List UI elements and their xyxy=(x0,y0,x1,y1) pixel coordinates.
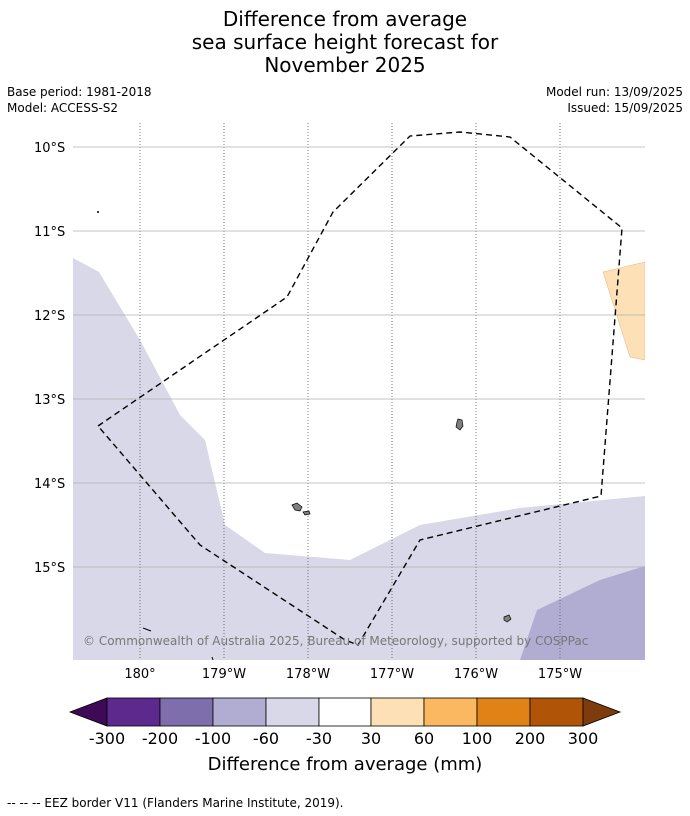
anomaly-region-light-orange xyxy=(602,261,645,361)
island-futuna xyxy=(291,502,303,512)
island-alofi xyxy=(302,510,311,516)
colorbar-bin-200-300 xyxy=(529,697,584,727)
lat-label-14s: 14°S xyxy=(34,477,65,492)
chart-title: Difference from average sea surface heig… xyxy=(0,8,690,77)
colorbar-extend-high xyxy=(582,697,622,727)
islet-south xyxy=(211,656,214,660)
map-copyright: © Commonwealth of Australia 2025, Bureau… xyxy=(83,634,588,648)
island-southwest xyxy=(142,627,152,632)
base-period: Base period: 1981-2018 xyxy=(7,85,152,99)
colorbar-bin-100-60 xyxy=(212,697,267,727)
longitude-gridlines xyxy=(139,123,561,660)
map-figure: © Commonwealth of Australia 2025, Bureau… xyxy=(34,123,645,775)
cb-tick-m200: -200 xyxy=(142,729,178,748)
lat-label-10s: 10°S xyxy=(34,141,65,156)
cb-tick-m30: -30 xyxy=(306,729,332,748)
lat-label-13s: 13°S xyxy=(34,393,65,408)
model-name: Model: ACCESS-S2 xyxy=(7,101,119,115)
lon-label-180: 180° xyxy=(124,667,155,682)
cb-tick-100: 100 xyxy=(462,729,493,748)
lon-label-176w: 176°W xyxy=(454,667,498,682)
lon-label-175w: 175°W xyxy=(538,667,582,682)
lat-label-15s: 15°S xyxy=(34,561,65,576)
colorbar-title: Difference from average (mm) xyxy=(208,754,483,775)
colorbar-extend-low xyxy=(68,697,108,727)
colorbar-bin-200-100 xyxy=(159,697,214,727)
cb-tick-60: 60 xyxy=(414,729,434,748)
meta-left: Base period: 1981-2018 Model: ACCESS-S2 xyxy=(7,84,152,116)
meta-right: Model run: 13/09/2025 Issued: 15/09/2025 xyxy=(546,84,683,116)
colorbar xyxy=(68,697,622,727)
anomaly-region-light-purple xyxy=(73,258,645,660)
cb-tick-m300: -300 xyxy=(89,729,125,748)
latitude-labels: 10°S 11°S 12°S 13°S 14°S 15°S xyxy=(34,141,65,576)
colorbar-bin-60-30 xyxy=(265,697,320,727)
map-area: © Commonwealth of Australia 2025, Bureau… xyxy=(73,123,645,660)
lon-label-179w: 179°W xyxy=(202,667,246,682)
islet-northwest xyxy=(97,211,99,213)
lat-label-12s: 12°S xyxy=(34,309,65,324)
eez-legend-footer: -- -- -- EEZ border V11 (Flanders Marine… xyxy=(7,796,344,810)
title-line-2: sea surface height forecast for xyxy=(191,30,499,54)
anomaly-region-medium-purple xyxy=(520,566,645,660)
island-southeast xyxy=(503,614,512,623)
lat-label-11s: 11°S xyxy=(34,225,65,240)
colorbar-bin-300-200 xyxy=(106,697,161,727)
issued-date: Issued: 15/09/2025 xyxy=(567,101,683,115)
colorbar-bin-60-100 xyxy=(423,697,478,727)
cb-tick-m100: -100 xyxy=(195,729,231,748)
lon-label-177w: 177°W xyxy=(370,667,414,682)
longitude-labels: 180° 179°W 178°W 177°W 176°W 175°W xyxy=(124,667,582,682)
cb-tick-300: 300 xyxy=(568,729,599,748)
colorbar-tick-labels: -300 -200 -100 -60 -30 30 60 100 200 300 xyxy=(89,729,598,748)
colorbar-bin-30-30 xyxy=(318,697,372,727)
lon-label-178w: 178°W xyxy=(286,667,330,682)
cb-tick-200: 200 xyxy=(515,729,546,748)
cb-tick-30: 30 xyxy=(361,729,381,748)
model-run: Model run: 13/09/2025 xyxy=(545,85,683,99)
colorbar-bin-30-60 xyxy=(370,697,425,727)
cb-tick-m60: -60 xyxy=(253,729,279,748)
title-line-3: November 2025 xyxy=(264,53,426,77)
eez-border-line xyxy=(96,131,623,646)
title-line-1: Difference from average xyxy=(222,7,468,31)
island-wallis xyxy=(455,418,464,431)
colorbar-bin-100-200 xyxy=(476,697,531,727)
latitude-gridlines xyxy=(73,146,645,568)
